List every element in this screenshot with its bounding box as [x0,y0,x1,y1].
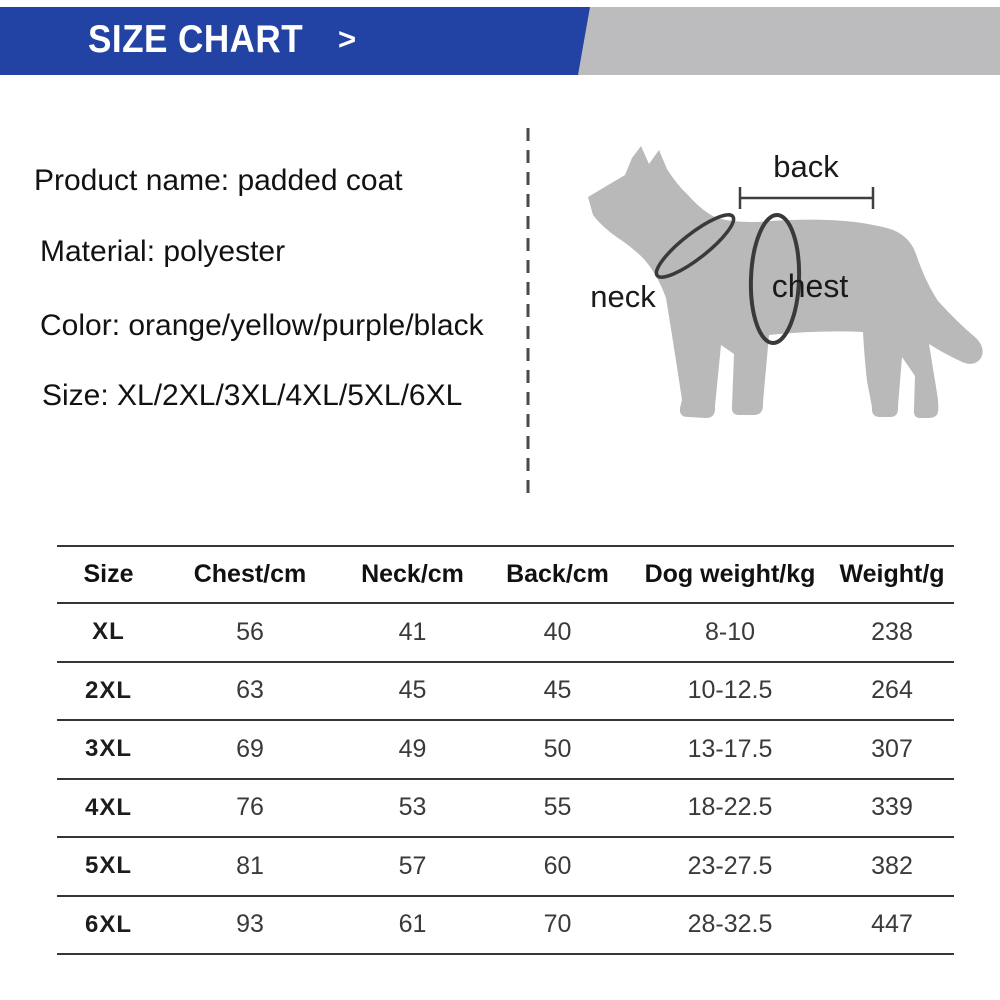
material-line: Material: polyester [40,235,286,268]
neck-value: 41 [398,617,427,646]
col-header-size: Size [83,560,134,588]
size-value: 5XL [84,852,132,880]
neck-label: neck [590,279,656,314]
chest-value: 56 [236,617,264,646]
chest-value: 69 [236,734,264,763]
color-line: Color: orange/yellow/purple/black [40,309,484,342]
back-value: 60 [543,851,572,880]
chevron-right-icon: > [338,21,357,57]
table-row: 5XL 81 57 60 23-27.5 382 [57,838,954,897]
dog-silhouette-icon [588,146,983,418]
chest-measurement-ring [748,213,802,345]
chest-value: 93 [236,910,264,939]
size-line: Size: XL/2XL/3XL/4XL/5XL/6XL [42,379,463,412]
table-header-row: Size Chest/cm Neck/cm Back/cm Dog weight… [57,547,954,604]
neck-value: 49 [398,734,427,763]
size-value: XL [92,618,125,646]
table-row: 3XL 69 49 50 13-17.5 307 [57,721,954,780]
dog-weight-value: 23-27.5 [687,851,773,880]
col-header-neck: Neck/cm [361,560,464,588]
weight-value: 382 [871,851,913,880]
dog-measurement-diagram: back neck chest [526,128,983,495]
col-header-back: Back/cm [506,560,609,588]
neck-value: 57 [398,851,427,880]
size-value: 3XL [84,735,132,763]
weight-value: 238 [871,617,913,646]
back-measurement-line [738,187,875,209]
dog-weight-value: 18-22.5 [687,793,773,822]
size-value: 4XL [84,793,132,821]
size-value: 2XL [84,676,132,704]
back-value: 55 [543,793,572,822]
chest-label: chest [772,268,849,304]
neck-value: 61 [398,910,427,939]
chest-value: 76 [236,793,264,822]
table-row: 4XL 76 53 55 18-22.5 339 [57,780,954,838]
back-value: 50 [543,734,572,763]
back-label: back [773,149,839,184]
product-name-line: Product name: padded coat [34,164,403,197]
col-header-dog-weight: Dog weight/kg [644,560,816,588]
neck-value: 45 [398,676,427,705]
dog-weight-value: 10-12.5 [687,676,773,705]
neck-measurement-ring [654,213,736,279]
col-header-weight: Weight/g [839,560,945,588]
dog-weight-value: 8-10 [704,617,756,646]
weight-value: 339 [871,793,913,822]
back-value: 45 [543,676,572,705]
weight-value: 447 [871,910,913,939]
banner-title: SIZE CHART [88,18,304,62]
table-row: 6XL 93 61 70 28-32.5 447 [57,897,954,955]
table-row: XL 56 41 40 8-10 238 [57,604,954,663]
col-header-chest: Chest/cm [193,560,307,588]
weight-value: 264 [871,676,913,705]
weight-value: 307 [871,734,913,763]
dog-weight-value: 28-32.5 [687,910,773,939]
back-value: 40 [543,617,572,646]
back-value: 70 [543,910,572,939]
size-table: Size Chest/cm Neck/cm Back/cm Dog weight… [57,545,954,955]
dog-weight-value: 13-17.5 [687,734,773,763]
table-row: 2XL 63 45 45 10-12.5 264 [57,663,954,721]
chest-value: 81 [236,851,264,880]
size-chart-banner: SIZE CHART > [0,7,590,75]
neck-value: 53 [398,793,427,822]
chest-value: 63 [236,676,264,705]
size-value: 6XL [84,910,132,938]
